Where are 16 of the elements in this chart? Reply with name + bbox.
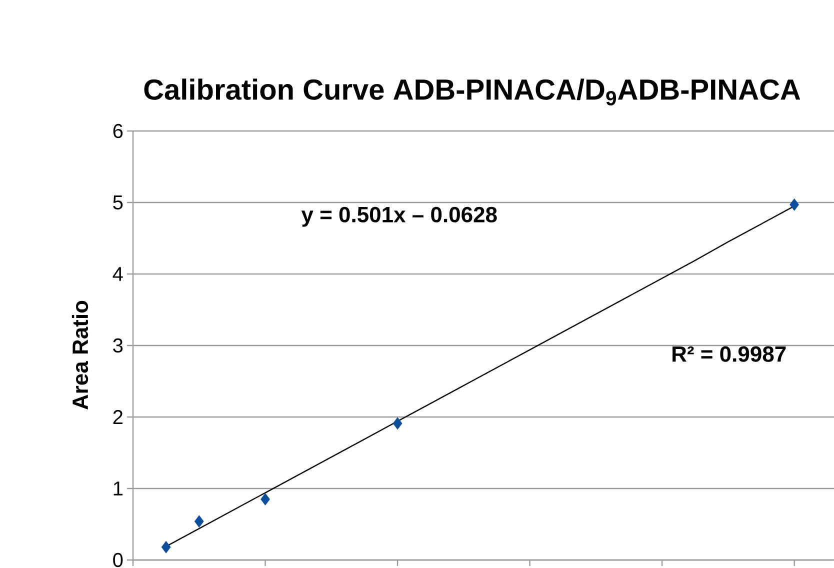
annotation: y = 0.501x – 0.0628	[301, 206, 497, 227]
y-tick-label: 4	[112, 267, 123, 281]
y-axis-title: Area Ratio	[72, 300, 88, 410]
annotation: R² = 0.9987	[672, 346, 786, 362]
point	[161, 540, 171, 554]
y-tick-label: 3	[113, 338, 123, 353]
y-tick-label: 1	[114, 482, 122, 496]
y-tick-label: 2	[113, 410, 122, 424]
point	[260, 493, 270, 506]
y-tick-label: 0	[113, 552, 123, 568]
point	[790, 198, 800, 211]
y-tick-label: 6	[113, 124, 123, 138]
point	[194, 515, 204, 528]
point	[392, 417, 402, 430]
y-tick-label: 5	[113, 196, 123, 210]
chart-title: Calibration Curve ADB-PINACA/D$_{9}$ADB-PINACA	[144, 78, 800, 106]
